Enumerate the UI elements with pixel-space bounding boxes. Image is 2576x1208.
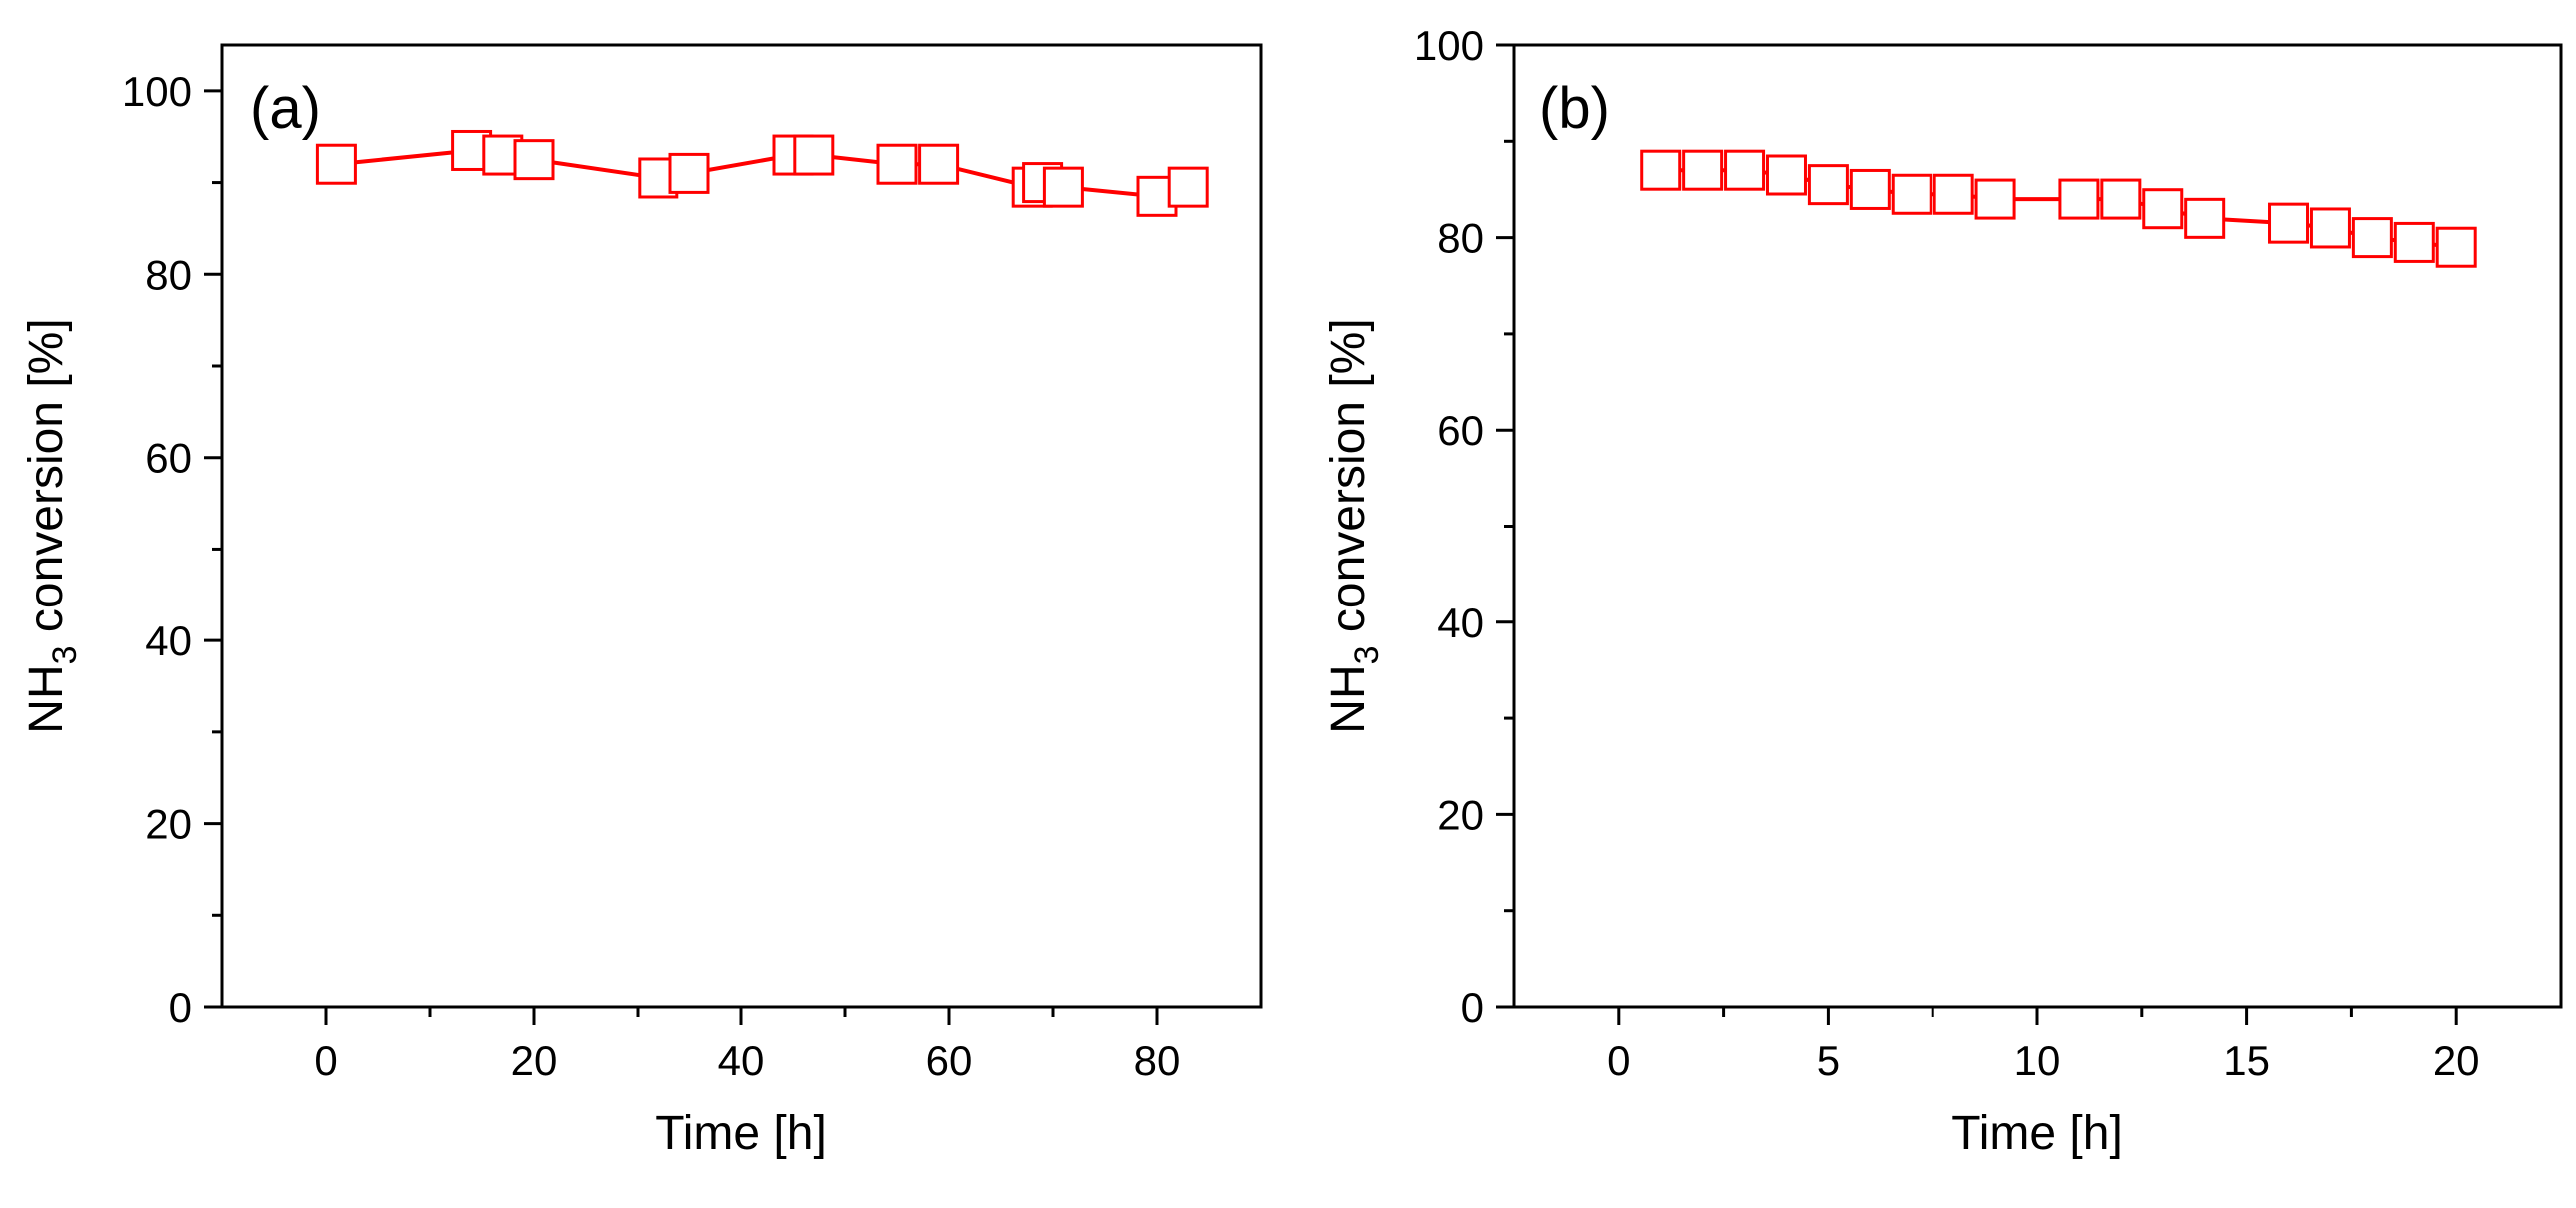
y-tick-label-b: 20	[1437, 791, 1484, 838]
data-point-marker-a	[918, 143, 960, 185]
x-tick-label-a: 40	[718, 1037, 765, 1084]
y-tick-label-b: 100	[1414, 22, 1484, 69]
data-point-marker-a	[1167, 166, 1209, 208]
data-point-marker-b	[2309, 207, 2351, 249]
y-tick-label-a: 40	[145, 617, 192, 664]
y-tick-label-b: 0	[1461, 984, 1484, 1031]
x-tick-label-b: 10	[2014, 1037, 2061, 1084]
y-tick-label-a: 60	[145, 435, 192, 482]
data-point-marker-a	[876, 143, 918, 185]
data-point-marker-b	[2351, 217, 2393, 259]
y-tick-label-a: 0	[169, 984, 192, 1031]
data-point-marker-b	[1891, 173, 1932, 215]
data-point-marker-b	[1974, 178, 2016, 220]
x-tick-label-a: 60	[926, 1037, 973, 1084]
data-point-marker-b	[1682, 149, 1724, 191]
data-point-marker-b	[2268, 202, 2310, 244]
y-axis-title-b: NH3 conversion [%]	[1322, 318, 1386, 733]
y-tick-label-a: 20	[145, 801, 192, 848]
data-point-marker-b	[1640, 149, 1682, 191]
data-point-marker-b	[2435, 226, 2477, 268]
data-point-marker-b	[2184, 197, 2226, 239]
y-tick-label-a: 80	[145, 251, 192, 298]
chart-panel-b: 0 5 10 15 20 0 20 40 60 80 100 Time [h] NH3 conversi…	[1322, 22, 2563, 1160]
data-point-marker-b	[2058, 178, 2100, 220]
x-tick-label-b: 5	[1817, 1037, 1840, 1084]
y-tick-label-a: 100	[122, 68, 192, 115]
x-tick-label-a: 80	[1134, 1037, 1181, 1084]
data-point-marker-a	[315, 143, 357, 185]
data-point-marker-b	[2393, 221, 2435, 263]
data-point-marker-b	[1849, 168, 1891, 210]
panel-label-b: (b)	[1539, 76, 1610, 141]
data-point-marker-a	[1042, 166, 1084, 208]
data-point-marker-b	[1807, 164, 1849, 206]
x-tick-label-a: 0	[314, 1037, 337, 1084]
data-point-marker-b	[1724, 149, 1766, 191]
y-tick-label-b: 60	[1437, 407, 1484, 454]
data-point-marker-a	[513, 139, 555, 181]
data-point-marker-b	[1932, 173, 1974, 215]
data-point-marker-b	[2100, 178, 2142, 220]
x-tick-label-b: 15	[2223, 1037, 2270, 1084]
y-tick-label-b: 40	[1437, 600, 1484, 646]
y-axis-title-a: NH3 conversion [%]	[20, 318, 84, 733]
x-tick-label-a: 20	[511, 1037, 558, 1084]
chart-panel-a: 0 20 40 60 80 0 20 40 60 80 100 Time [h] NH3 convers…	[20, 43, 1263, 1160]
x-tick-label-b: 20	[2433, 1037, 2480, 1084]
data-point-marker-b	[2142, 188, 2184, 230]
panel-label-a: (a)	[250, 76, 321, 141]
x-axis-title-a: Time [h]	[655, 1107, 827, 1160]
data-point-marker-a	[668, 152, 710, 194]
data-point-marker-a	[793, 134, 835, 176]
y-tick-label-b: 80	[1437, 215, 1484, 262]
x-axis-title-b: Time [h]	[1951, 1107, 2123, 1160]
x-tick-label-b: 0	[1607, 1037, 1630, 1084]
data-point-marker-b	[1765, 154, 1807, 196]
